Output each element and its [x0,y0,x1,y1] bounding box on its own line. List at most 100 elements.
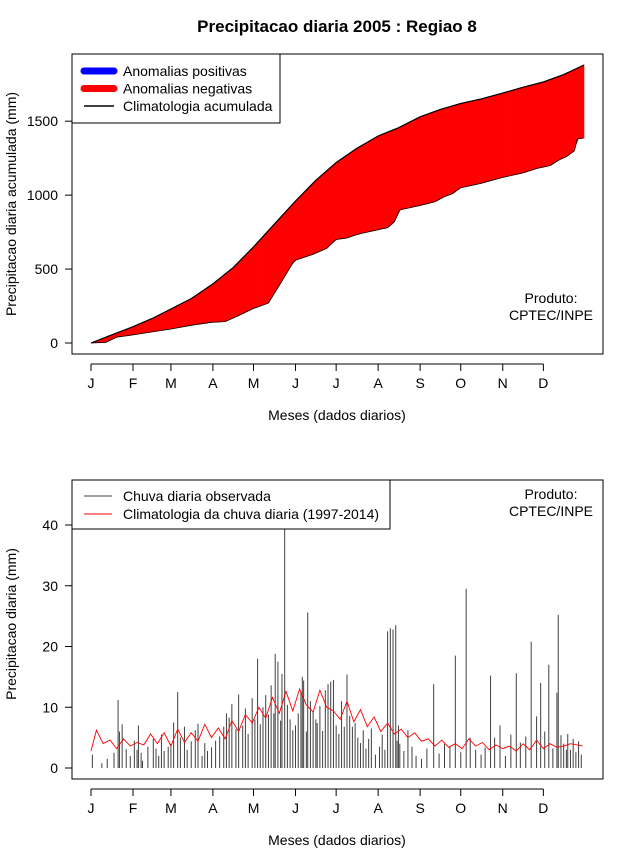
anomaly-segment [578,65,582,140]
anomaly-segment [194,293,199,326]
x-axis-label: Meses (dados diarios) [268,407,406,423]
anomaly-segment [394,127,399,221]
anomaly-segment [386,130,390,229]
anomaly-segment [580,64,585,139]
anomaly-segment [490,95,494,182]
anomaly-segment [170,307,174,330]
x-tick-label: A [208,800,218,816]
anomaly-segment [183,300,188,327]
anomaly-segment [537,82,541,169]
x-tick-label: N [498,800,508,816]
anomaly-segment [479,98,483,184]
y-axis-label: Precipitacao diaria acumulada (mm) [3,92,19,316]
anomaly-segment [375,135,379,231]
anomaly-segment [550,77,555,166]
anomaly-segment [370,138,374,232]
anomaly-segment [476,98,481,185]
anomaly-segment [411,119,415,208]
anomaly-segment [224,271,229,322]
anomaly-segment [285,208,289,277]
anomaly-segment [298,193,303,260]
anomaly-segment [140,321,144,335]
anomaly-segment [263,232,267,306]
x-tick-label: M [248,800,260,816]
x-tick-label: A [208,375,218,391]
y-tick-label: 0 [50,335,58,351]
y-axis: 0 10 20 30 40 [42,517,73,776]
anomaly-segment [405,122,410,209]
anomaly-segment [438,108,442,201]
anomaly-segment [512,88,516,176]
anomaly-segment [246,249,251,312]
legend-label-climatology: Climatologia acumulada [123,98,273,114]
anomaly-segment [449,105,453,196]
x-tick-label: M [165,375,177,391]
y-tick-label: 20 [42,639,58,655]
anomaly-segment [353,147,357,236]
x-axis-label: Meses (dados diarios) [268,832,406,848]
anomaly-segment [274,220,278,295]
anomaly-segment [271,223,275,299]
y-tick-label: 0 [50,760,58,776]
anomaly-segment [389,129,393,227]
x-tick-label: J [333,800,340,816]
y-tick-label: 1000 [27,187,58,203]
anomaly-segment [172,305,177,329]
anomaly-segment [312,179,316,255]
anomaly-segment [517,87,522,175]
anomaly-segment [326,167,330,250]
anomaly-segment [348,151,352,238]
anomaly-segment [504,91,508,178]
y-tick-label: 40 [42,517,58,533]
anomaly-segment [430,111,434,204]
anomaly-segment [189,297,193,326]
anomaly-segment [397,126,401,216]
anomaly-segment [468,100,473,187]
anomaly-segment [487,95,492,182]
x-tick-label: D [538,375,548,391]
credit-source: CPTEC/INPE [509,503,593,519]
anomaly-segment [159,312,163,332]
x-tick-label: S [415,375,424,391]
anomaly-segment [564,72,568,158]
legend: Anomalias positivas Anomalias negativas … [71,53,281,124]
anomaly-segment [164,310,168,331]
anomaly-segment [181,301,185,328]
y-tick-label: 10 [42,699,58,715]
x-tick-label: N [498,375,508,391]
anomaly-segment [422,114,426,206]
x-tick-label: S [415,800,424,816]
legend-label-positive: Anomalias positivas [123,63,247,79]
anomaly-segment [296,196,300,261]
anomaly-segment [444,107,448,198]
legend-label-daily-climatology: Climatologia da chuva diaria (1997-2014) [123,506,379,522]
anomaly-segment [290,202,294,268]
anomaly-segment [559,74,563,161]
anomaly-segment [361,143,366,234]
anomaly-segment [553,76,557,164]
anomaly-segment [235,261,240,318]
anomaly-segment [167,308,171,330]
anomaly-segment [383,132,388,229]
anomaly-segment [359,144,363,235]
anomaly-segment [200,289,204,325]
anomaly-segment [233,263,237,319]
anomaly-segment [161,311,166,331]
y-axis-label: Precipitacao diaria (mm) [3,548,19,700]
anomaly-segment [507,90,511,177]
anomaly-segment [548,78,552,167]
anomaly-segment [287,205,292,272]
anomaly-segment [460,102,464,189]
anomaly-segment [197,291,201,325]
anomaly-segment [381,133,385,230]
anomaly-fill-layer [90,64,585,344]
climatology-accumulated-line [90,64,585,344]
anomaly-segment [178,303,182,328]
anomaly-segment [216,277,221,323]
y-tick-label: 30 [42,578,58,594]
anomaly-segment [413,117,418,208]
anomaly-segment [252,244,256,310]
